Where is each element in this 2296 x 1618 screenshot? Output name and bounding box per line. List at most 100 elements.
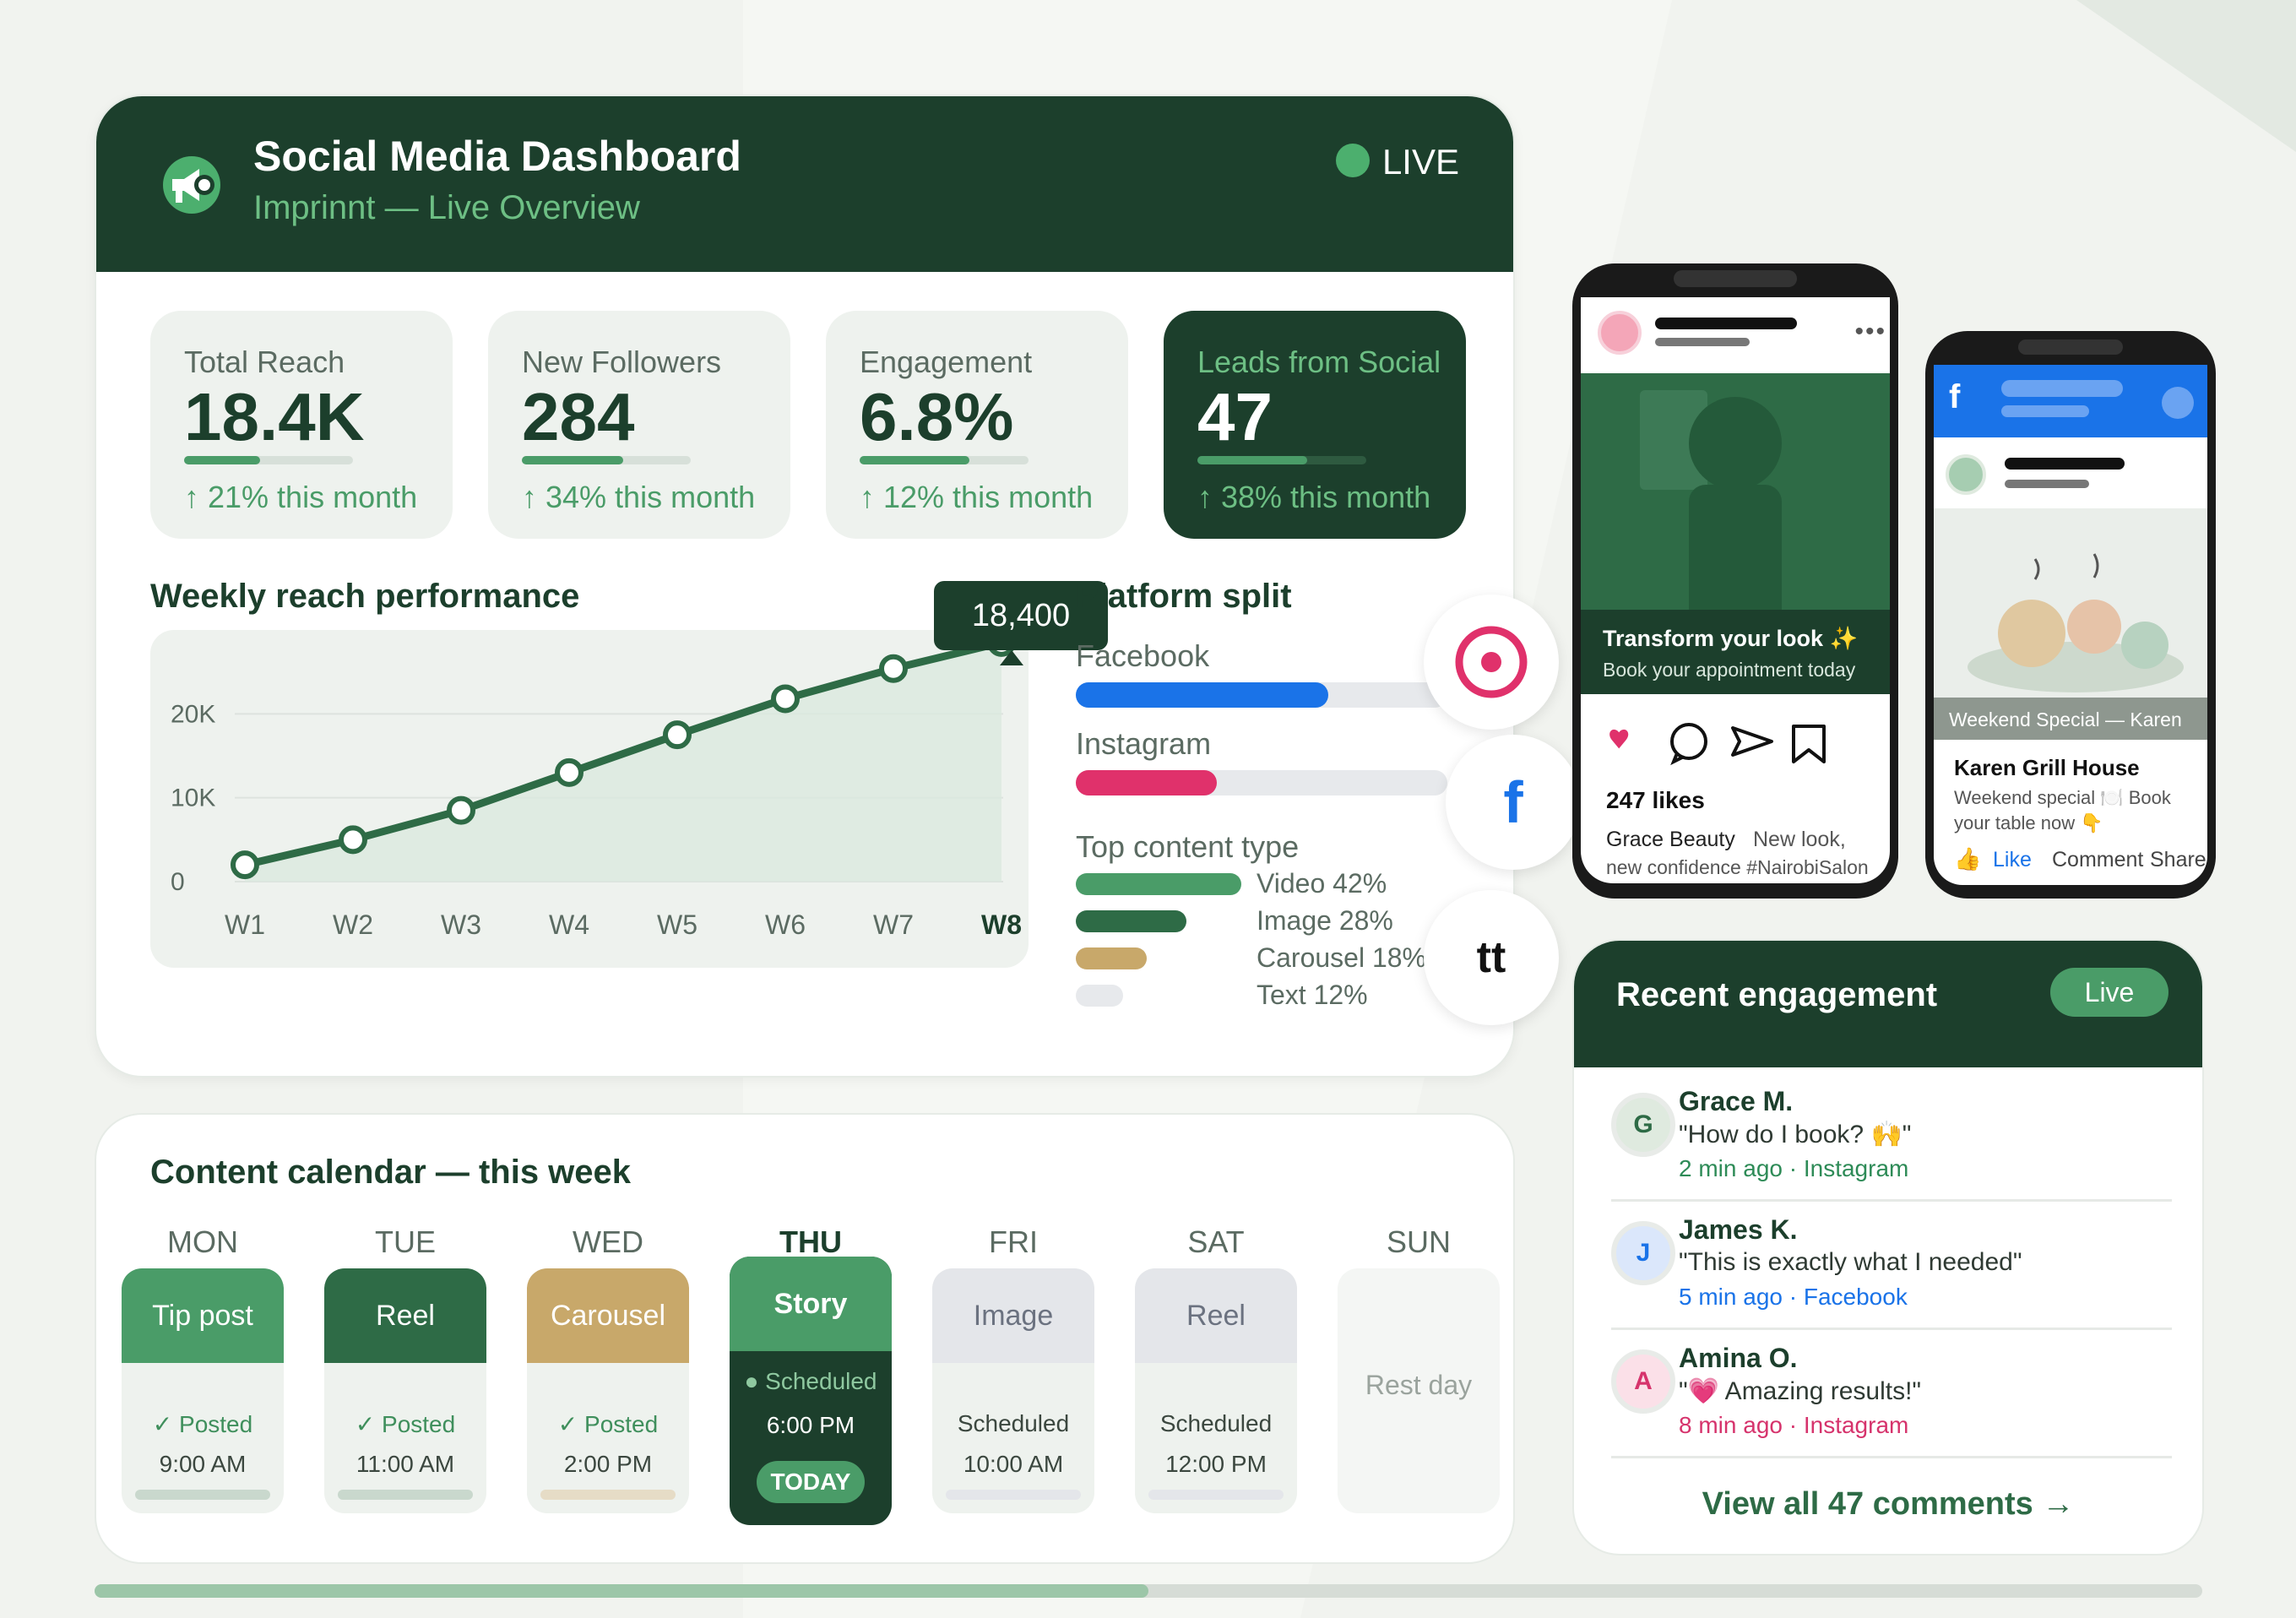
view-all-comments-link[interactable]: View all 47 comments → — [1702, 1486, 2075, 1522]
calendar-title: Content calendar — this week — [150, 1154, 632, 1191]
platform-bar-fill — [1076, 682, 1329, 708]
calendar-day-tue[interactable]: Reel ✓ Posted 11:00 AM — [324, 1268, 486, 1513]
day-name-thu: THU — [779, 1224, 842, 1259]
kpi-leads-from-social[interactable]: Leads from Social 47 ↑ 38% this month — [1164, 311, 1466, 539]
content-bar-image — [1076, 910, 1186, 932]
facebook-logo-icon: f — [1949, 378, 1961, 415]
kpi-label: Total Reach — [184, 345, 345, 379]
comment-text: "This is exactly what I needed" — [1679, 1248, 2022, 1276]
day-post-type: Reel — [324, 1268, 486, 1363]
placeholder-line — [2001, 380, 2123, 397]
x-tick-label: W7 — [873, 909, 914, 940]
platform-label-facebook: Facebook — [1076, 638, 1210, 673]
kpi-progress-fill — [522, 456, 623, 464]
placeholder-line — [2001, 405, 2089, 417]
day-status: Scheduled — [957, 1410, 1070, 1436]
commenter-name[interactable]: James K. — [1679, 1214, 1798, 1245]
placeholder-line — [1655, 338, 1750, 346]
commenter-name[interactable]: Grace M. — [1679, 1086, 1794, 1116]
content-bar-text — [1076, 985, 1123, 1007]
instagram-icon[interactable] — [1424, 595, 1559, 730]
like-button[interactable]: Like — [1993, 848, 2032, 871]
share-button[interactable]: Share — [2150, 848, 2206, 871]
data-point — [447, 795, 475, 825]
day-bar — [338, 1490, 473, 1500]
post-banner: Weekend Special — Karen — [1934, 698, 2207, 740]
divider — [1611, 1199, 2172, 1202]
page-subtitle: Imprinnt — Live Overview — [253, 189, 640, 226]
kpi-engagement[interactable]: Engagement 6.8% ↑ 12% this month — [826, 311, 1128, 539]
engagement-header: Recent engagement Live — [1574, 941, 2202, 1067]
day-status: Scheduled — [1159, 1410, 1273, 1436]
facebook-icon[interactable]: f — [1446, 735, 1581, 870]
phone-notch — [2018, 339, 2123, 355]
live-indicator-icon — [1336, 144, 1370, 177]
day-post-type: Carousel — [527, 1268, 689, 1363]
day-bar — [540, 1490, 676, 1500]
content-type-title: Top content type — [1076, 829, 1300, 864]
chart-area — [245, 642, 1001, 882]
data-point — [231, 850, 259, 880]
weekly-reach-chart[interactable]: 0 10K 20K W1 W2 W3 W4 W5 W6 W7 W8 — [150, 630, 1029, 968]
calendar-day-wed[interactable]: Carousel ✓ Posted 2:00 PM — [527, 1268, 689, 1513]
day-status: ● Scheduled — [744, 1368, 877, 1394]
kpi-label: Engagement — [860, 345, 1033, 379]
likes-count: 247 likes — [1606, 787, 1705, 813]
day-name-sun: SUN — [1386, 1224, 1451, 1259]
facebook-icon-glyph: f — [1503, 769, 1523, 835]
day-post-type: Image — [932, 1268, 1094, 1363]
kpi-value: 284 — [522, 379, 635, 454]
kpi-new-followers[interactable]: New Followers 284 ↑ 34% this month — [488, 311, 790, 539]
calendar-day-thu[interactable]: Story ● Scheduled 6:00 PM TODAY — [730, 1257, 892, 1525]
content-label-text: Text 12% — [1257, 980, 1368, 1010]
post-text-line1: Weekend special 🍽️ Book — [1954, 787, 2171, 808]
food-illustration — [1968, 553, 2184, 692]
comment-meta: 5 min ago · Facebook — [1679, 1284, 1908, 1310]
facebook-phone: f Weekend Special — Karen Karen Grill Ho… — [1925, 331, 2216, 899]
calendar-day-fri[interactable]: Image Scheduled 10:00 AM — [932, 1268, 1094, 1513]
post-image — [1581, 373, 1890, 610]
y-tick-label: 0 — [171, 868, 185, 896]
comment-meta: 8 min ago · Instagram — [1679, 1412, 1909, 1438]
calendar-day-mon[interactable]: Tip post ✓ Posted 9:00 AM — [122, 1268, 284, 1513]
y-tick-label: 20K — [171, 700, 215, 728]
post-action-icons[interactable] — [1606, 719, 1826, 767]
x-tick-label: W8 — [981, 909, 1022, 940]
calendar-day-sat[interactable]: Reel Scheduled 12:00 PM — [1135, 1268, 1297, 1513]
x-tick-label: W1 — [225, 909, 265, 940]
tooltip-pointer — [1000, 650, 1023, 665]
page-avatar — [1946, 454, 1986, 495]
kpi-progress — [522, 456, 691, 464]
live-label: LIVE — [1381, 142, 1459, 182]
platform-bar-instagram — [1076, 770, 1447, 795]
day-name-tue: TUE — [375, 1224, 436, 1259]
bottom-progress-bar — [95, 1584, 2202, 1598]
day-time: 12:00 PM — [1165, 1451, 1267, 1477]
day-time: 9:00 AM — [159, 1451, 247, 1477]
page-name: Karen Grill House — [1954, 755, 2140, 780]
kpi-progress — [1197, 456, 1366, 464]
post-subline: Book your appointment today — [1603, 659, 1856, 681]
kpi-change: ↑ 21% this month — [184, 480, 418, 514]
profile-icon[interactable] — [2162, 387, 2194, 419]
page-title: Social Media Dashboard — [253, 133, 741, 180]
data-point — [771, 684, 800, 714]
calendar-day-sun[interactable]: Rest day — [1338, 1268, 1500, 1513]
divider — [1611, 1456, 2172, 1458]
more-options-icon[interactable]: ••• — [1854, 318, 1886, 345]
day-bar — [946, 1490, 1081, 1500]
dashboard-header: Social Media Dashboard Imprinnt — Live O… — [96, 96, 1513, 272]
commenter-name[interactable]: Amina O. — [1679, 1343, 1798, 1373]
placeholder-line — [2005, 480, 2089, 488]
chart-tooltip: 18,400 — [934, 581, 1108, 650]
post-account: Grace Beauty — [1606, 828, 1735, 851]
placeholder-line — [2005, 458, 2125, 470]
tiktok-icon[interactable]: tt — [1424, 890, 1559, 1025]
comment-button[interactable]: Comment — [2052, 848, 2144, 871]
kpi-total-reach[interactable]: Total Reach 18.4K ↑ 21% this month — [150, 311, 453, 539]
live-badge: Live — [2050, 968, 2168, 1017]
x-tick-label: W3 — [441, 909, 481, 940]
instagram-phone: ••• Transform your look ✨ Book your appo… — [1572, 263, 1898, 899]
platform-label-instagram: Instagram — [1076, 726, 1212, 761]
kpi-progress — [184, 456, 353, 464]
